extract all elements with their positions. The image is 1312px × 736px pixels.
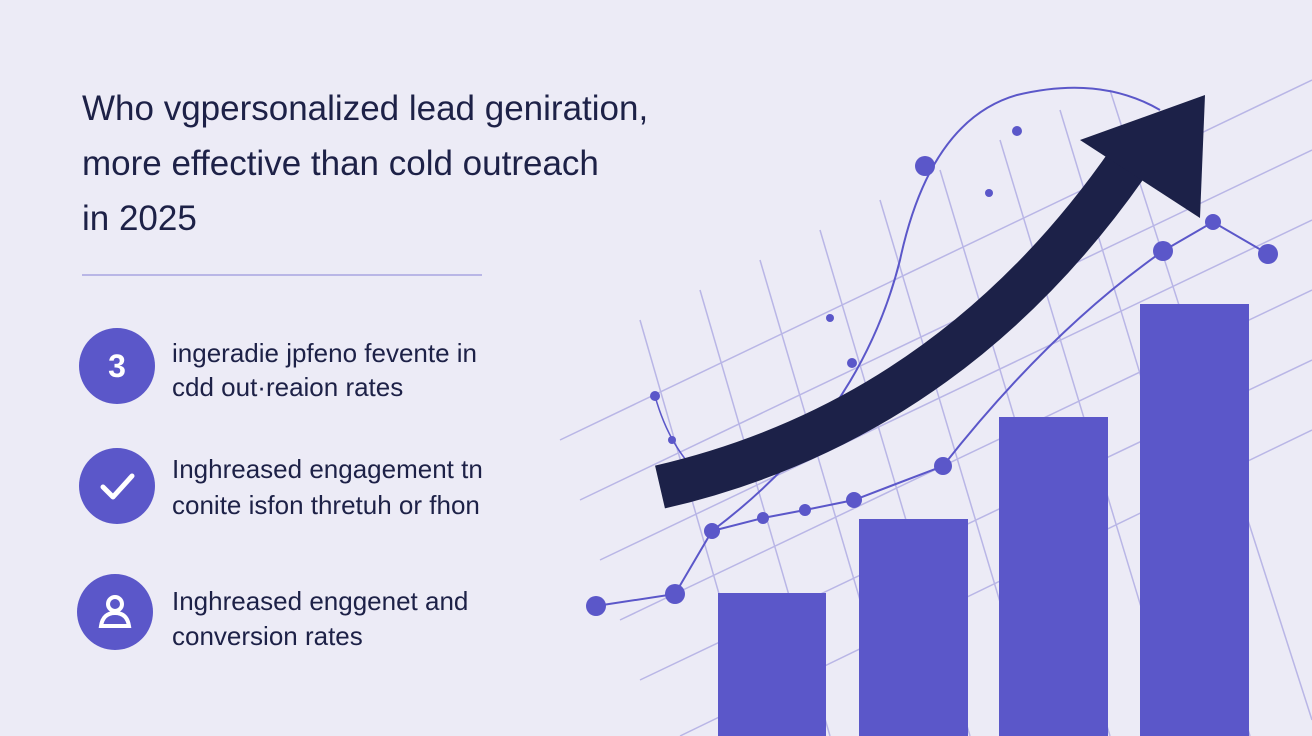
dot <box>847 358 857 368</box>
item-text: cdd out·reaion rates <box>172 372 403 402</box>
dot <box>586 596 606 616</box>
bar <box>999 417 1108 736</box>
dot <box>650 391 660 401</box>
dot <box>826 314 834 322</box>
dot <box>915 156 935 176</box>
dot <box>799 504 811 516</box>
item-text: conite isfon thretuh or fhon <box>172 490 480 520</box>
trend-line <box>595 220 1269 607</box>
badge-number: 3 <box>108 348 126 384</box>
dot <box>1258 244 1278 264</box>
title-line: Who vgpersonalized lead geniration, <box>82 89 648 128</box>
dot <box>1153 241 1173 261</box>
arrow-head <box>1080 95 1205 218</box>
bar <box>1140 304 1249 736</box>
dot <box>1205 214 1221 230</box>
bars <box>718 304 1249 736</box>
item-text: Inghreased engagement tn <box>172 454 483 484</box>
dot <box>704 523 720 539</box>
grid-line <box>599 219 1312 561</box>
title-line: more effective than cold outreach <box>82 144 599 183</box>
dot <box>757 512 769 524</box>
badge <box>79 328 155 404</box>
dots <box>586 126 1278 616</box>
title-line: in 2025 <box>82 199 197 238</box>
badge <box>79 448 155 524</box>
dot <box>846 492 862 508</box>
dot <box>985 189 993 197</box>
arrow-body <box>655 147 1149 509</box>
bar <box>859 519 968 736</box>
dot <box>668 436 676 444</box>
dot <box>665 584 685 604</box>
bar <box>718 593 826 736</box>
dot <box>1012 126 1022 136</box>
item-text: ingeradie jpfeno fevente in <box>172 338 477 368</box>
item-text: Inghreased enggenet and <box>172 586 468 616</box>
dot <box>934 457 952 475</box>
person-icon <box>98 595 132 628</box>
item-text: conversion rates <box>172 621 363 651</box>
check-icon <box>100 473 135 500</box>
